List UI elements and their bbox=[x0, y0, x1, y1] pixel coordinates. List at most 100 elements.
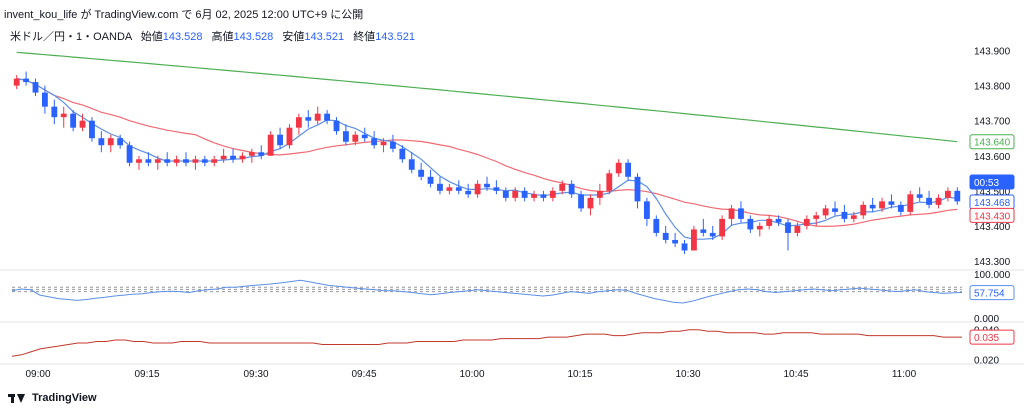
rsi-pane[interactable] bbox=[11, 279, 963, 304]
candle[interactable] bbox=[60, 106, 67, 128]
candle[interactable] bbox=[192, 155, 199, 170]
candle[interactable] bbox=[13, 75, 20, 90]
candle[interactable] bbox=[98, 131, 105, 153]
candle[interactable] bbox=[596, 183, 603, 205]
candle[interactable] bbox=[248, 148, 255, 163]
candle[interactable] bbox=[220, 148, 227, 163]
candle[interactable] bbox=[785, 218, 791, 251]
candle[interactable] bbox=[390, 134, 396, 153]
candle[interactable] bbox=[267, 131, 274, 156]
candle[interactable] bbox=[399, 145, 406, 163]
candle[interactable] bbox=[258, 145, 265, 160]
candle[interactable] bbox=[446, 183, 453, 195]
candle[interactable] bbox=[559, 180, 566, 195]
candle[interactable] bbox=[926, 190, 932, 209]
candle[interactable] bbox=[512, 187, 519, 202]
candle[interactable] bbox=[841, 204, 848, 223]
candle[interactable] bbox=[295, 113, 302, 135]
candle[interactable] bbox=[427, 169, 434, 188]
candle[interactable] bbox=[136, 155, 142, 170]
candle[interactable] bbox=[568, 180, 575, 198]
candle[interactable] bbox=[239, 152, 246, 163]
candle[interactable] bbox=[832, 201, 838, 216]
candle[interactable] bbox=[531, 190, 537, 202]
candle[interactable] bbox=[437, 176, 443, 195]
candle[interactable] bbox=[502, 187, 509, 202]
candle[interactable] bbox=[107, 134, 114, 153]
candle[interactable] bbox=[907, 190, 914, 216]
candle[interactable] bbox=[342, 124, 349, 146]
candle[interactable] bbox=[173, 155, 180, 167]
candle[interactable] bbox=[691, 225, 697, 251]
candle[interactable] bbox=[954, 187, 961, 205]
time-axis[interactable]: 09:00 09:15 09:30 09:45 10:00 10:15 10:30 10:45… bbox=[25, 369, 916, 380]
candle[interactable] bbox=[126, 141, 133, 167]
candle[interactable] bbox=[408, 152, 415, 174]
candle[interactable] bbox=[277, 127, 283, 149]
candle[interactable] bbox=[117, 134, 124, 149]
candle[interactable] bbox=[888, 194, 895, 209]
candle[interactable] bbox=[756, 222, 763, 237]
candle[interactable] bbox=[164, 152, 171, 167]
candle[interactable] bbox=[70, 110, 77, 132]
candle[interactable] bbox=[700, 218, 707, 237]
candle[interactable] bbox=[361, 127, 368, 142]
candle[interactable] bbox=[474, 180, 481, 198]
candle[interactable] bbox=[813, 211, 820, 226]
candle[interactable] bbox=[869, 197, 876, 212]
candle[interactable] bbox=[615, 159, 622, 177]
candle[interactable] bbox=[738, 201, 744, 223]
candle[interactable] bbox=[51, 99, 58, 125]
candle[interactable] bbox=[455, 180, 462, 195]
candle[interactable] bbox=[183, 152, 189, 167]
candle[interactable] bbox=[314, 106, 321, 125]
candle[interactable] bbox=[944, 187, 951, 202]
candle[interactable] bbox=[775, 215, 782, 226]
candle[interactable] bbox=[709, 225, 716, 240]
candle[interactable] bbox=[154, 155, 161, 170]
candle[interactable] bbox=[211, 155, 218, 167]
candle[interactable] bbox=[352, 131, 359, 146]
candle[interactable] bbox=[380, 138, 387, 153]
candle[interactable] bbox=[578, 190, 584, 212]
candle[interactable] bbox=[634, 173, 641, 209]
candle[interactable] bbox=[324, 110, 331, 125]
candle[interactable] bbox=[916, 187, 923, 202]
candle[interactable] bbox=[484, 176, 490, 191]
candle[interactable] bbox=[587, 194, 594, 216]
candle[interactable] bbox=[23, 71, 30, 86]
candle[interactable] bbox=[850, 211, 857, 223]
candle[interactable] bbox=[803, 215, 810, 230]
candle[interactable] bbox=[418, 162, 425, 181]
candle[interactable] bbox=[42, 85, 48, 114]
candle[interactable] bbox=[643, 197, 650, 226]
candle[interactable] bbox=[625, 159, 632, 181]
candle[interactable] bbox=[672, 232, 679, 247]
candle[interactable] bbox=[333, 117, 340, 135]
candle[interactable] bbox=[540, 190, 547, 202]
candle[interactable] bbox=[747, 215, 754, 233]
price-pane[interactable] bbox=[13, 51, 961, 254]
price-axis[interactable]: 143.900 143.800 143.700 143.600 143.400 143.3… bbox=[969, 47, 1015, 367]
candle[interactable] bbox=[728, 204, 735, 226]
candle[interactable] bbox=[465, 183, 472, 198]
candle[interactable] bbox=[662, 225, 669, 244]
candle[interactable] bbox=[653, 215, 660, 237]
candle[interactable] bbox=[145, 152, 152, 167]
candle[interactable] bbox=[521, 187, 528, 202]
candle[interactable] bbox=[79, 113, 86, 132]
candle[interactable] bbox=[493, 180, 500, 195]
candle[interactable] bbox=[860, 201, 867, 219]
candle[interactable] bbox=[766, 215, 773, 230]
candle[interactable] bbox=[201, 155, 208, 167]
candle[interactable] bbox=[681, 239, 688, 254]
candle[interactable] bbox=[794, 222, 801, 237]
candle[interactable] bbox=[879, 197, 885, 212]
candle[interactable] bbox=[371, 131, 378, 149]
candle[interactable] bbox=[286, 124, 293, 149]
candle[interactable] bbox=[935, 194, 942, 209]
candle[interactable] bbox=[549, 187, 556, 202]
candle[interactable] bbox=[89, 117, 95, 142]
candle[interactable] bbox=[822, 204, 829, 219]
